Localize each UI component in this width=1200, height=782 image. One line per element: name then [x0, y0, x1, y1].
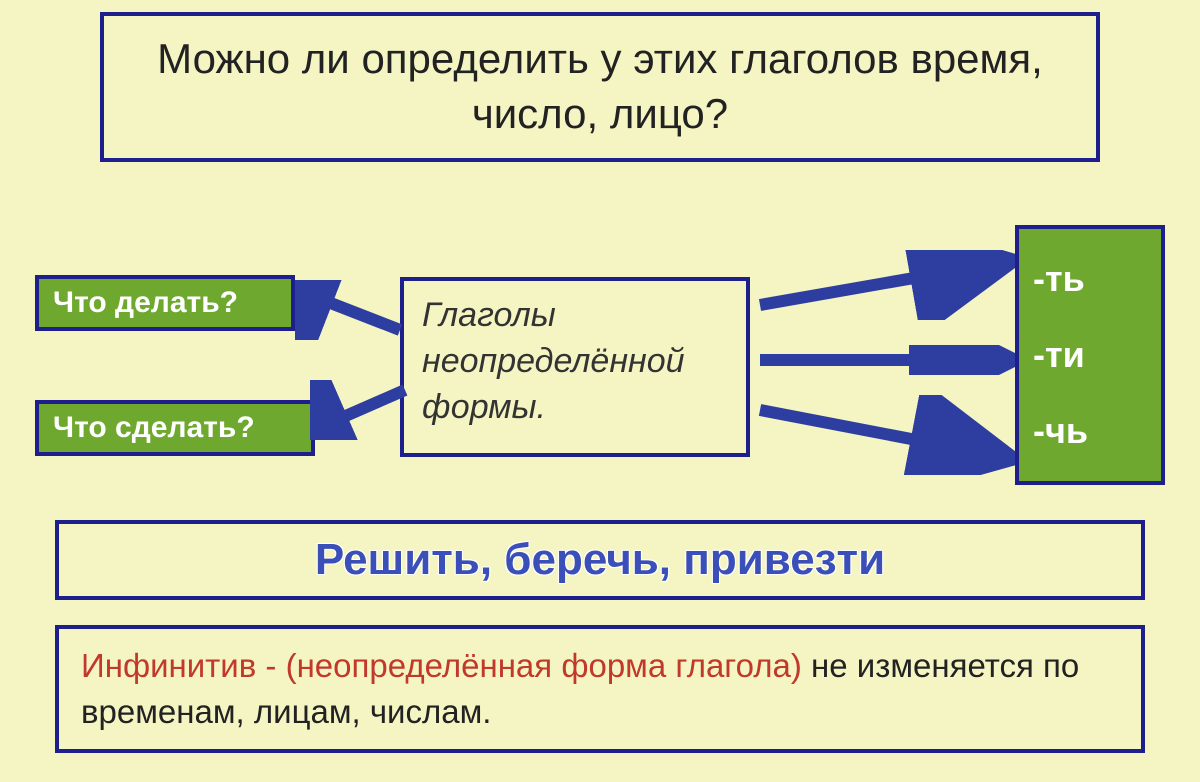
- bottom-red: Инфинитив - (неопределённая форма глагол…: [81, 647, 811, 684]
- question-text-2: Что сделать?: [53, 411, 255, 445]
- suffix-2: -ти: [1033, 334, 1085, 376]
- bottom-box: Инфинитив - (неопределённая форма глагол…: [55, 625, 1145, 753]
- examples-text: Решить, беречь, привезти: [315, 535, 885, 585]
- arrow-5: [755, 395, 1015, 475]
- examples-box: Решить, беречь, привезти: [55, 520, 1145, 600]
- question-box-2: Что сделать?: [35, 400, 315, 456]
- title-box: Можно ли определить у этих глаголов врем…: [100, 12, 1100, 162]
- arrow-4: [755, 345, 1015, 375]
- arrow-3: [755, 250, 1015, 320]
- question-text-1: Что делать?: [53, 286, 238, 320]
- suffix-box: -ть -ти -чь: [1015, 225, 1165, 485]
- question-box-1: Что делать?: [35, 275, 295, 331]
- arrow-1: [295, 280, 405, 340]
- suffix-1: -ть: [1033, 258, 1085, 300]
- arrow-2: [310, 380, 410, 440]
- suffix-3: -чь: [1033, 410, 1088, 452]
- center-text: Глаголы неопределённой формы.: [422, 296, 685, 426]
- title-text: Можно ли определить у этих глаголов врем…: [134, 32, 1066, 141]
- center-box: Глаголы неопределённой формы.: [400, 277, 750, 457]
